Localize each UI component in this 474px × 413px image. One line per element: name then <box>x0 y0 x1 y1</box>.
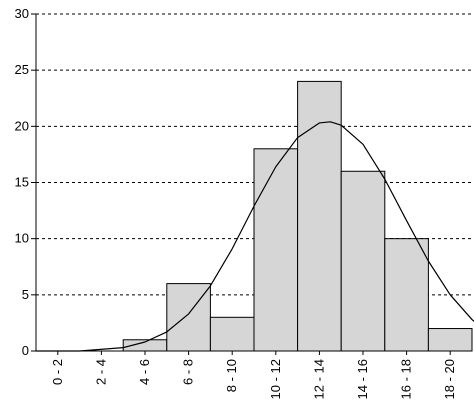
x-tick-label-7: 14 - 16 <box>355 359 370 399</box>
y-tick-label-10: 10 <box>15 231 29 246</box>
y-tick-label-25: 25 <box>15 62 29 77</box>
y-tick-label-5: 5 <box>22 287 29 302</box>
y-tick-label-30: 30 <box>15 6 29 21</box>
bar-7 <box>340 170 386 352</box>
curve-path <box>36 121 474 352</box>
x-tick-label-4: 8 - 10 <box>224 359 239 392</box>
x-tick-label-8: 16 - 18 <box>399 359 414 399</box>
y-tick-label-20: 20 <box>15 118 29 133</box>
bar-4 <box>209 316 255 352</box>
x-tick-label-0: 0 - 2 <box>50 359 65 385</box>
x-tick-label-2: 4 - 6 <box>137 359 152 385</box>
bar-6 <box>297 80 342 352</box>
x-tick-label-9: 18 - 20 <box>442 359 457 399</box>
bar-5 <box>253 148 299 352</box>
y-tick-labels: 0 5 10 15 20 25 30 <box>15 6 29 358</box>
x-tick-labels: 0 - 2 2 - 4 4 - 6 6 - 8 8 - 10 10 - 12 12 - 14… <box>50 359 457 399</box>
bars <box>122 80 473 352</box>
x-tick-label-1: 2 - 4 <box>93 359 108 385</box>
normal-curve <box>36 121 474 352</box>
axes <box>31 13 472 355</box>
y-tick-label-15: 15 <box>15 175 29 190</box>
x-tick-label-6: 12 - 14 <box>311 359 326 399</box>
x-tick-label-3: 6 - 8 <box>181 359 196 385</box>
bar-8 <box>384 238 429 352</box>
bar-9 <box>427 328 473 352</box>
y-tick-label-0: 0 <box>22 343 29 358</box>
x-tick-label-5: 10 - 12 <box>268 359 283 399</box>
